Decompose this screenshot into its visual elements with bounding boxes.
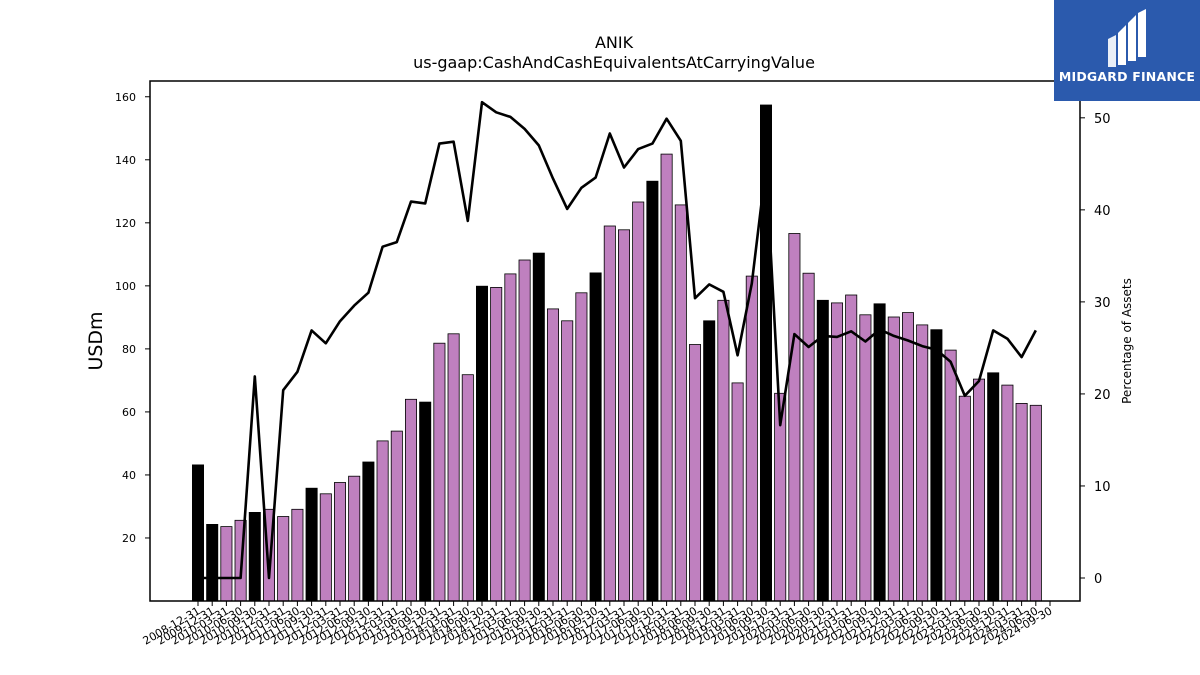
- bar: [362, 461, 375, 602]
- bar: [433, 342, 446, 602]
- y2-tick-label: 30: [1094, 296, 1111, 311]
- bar: [831, 302, 844, 602]
- bar: [902, 312, 915, 602]
- chart-title: ANIK: [595, 33, 634, 52]
- y-tick-label: 160: [115, 91, 136, 104]
- bar: [1015, 402, 1028, 602]
- bar: [703, 320, 716, 602]
- bar: [916, 324, 929, 602]
- brand-mark-icon: [1108, 9, 1146, 67]
- bar: [873, 303, 886, 602]
- bar: [589, 272, 602, 602]
- y2-tick-label: 40: [1094, 204, 1111, 219]
- bar: [390, 430, 403, 602]
- plot-frame: [149, 80, 1081, 602]
- bar: [745, 275, 758, 602]
- bar: [958, 395, 971, 602]
- bar: [646, 180, 659, 602]
- bar: [206, 524, 219, 602]
- bar: [717, 299, 730, 602]
- y2-tick-label: 10: [1094, 480, 1111, 495]
- brand-logo: MIDGARD FINANCE: [1054, 0, 1200, 101]
- bar: [248, 512, 261, 602]
- bar: [277, 516, 290, 602]
- bar: [419, 401, 432, 602]
- bar: [660, 153, 673, 602]
- bar: [987, 372, 1000, 602]
- bar: [305, 487, 318, 602]
- bar: [475, 285, 488, 602]
- bar: [944, 349, 957, 602]
- bar: [1029, 404, 1042, 602]
- y2-tick-label: 20: [1094, 388, 1111, 403]
- bar: [461, 374, 474, 602]
- bar: [575, 292, 588, 602]
- bar: [618, 229, 631, 602]
- y2-axis-label: Percentage of Assets: [1120, 278, 1134, 404]
- bar: [220, 526, 233, 602]
- bar: [504, 273, 517, 602]
- bar: [859, 314, 872, 602]
- bar: [376, 440, 389, 602]
- brand-name: MIDGARD FINANCE: [1058, 69, 1196, 84]
- bar: [930, 329, 943, 602]
- y-axis-label: USDm: [85, 311, 107, 370]
- y2-tick-label: 50: [1094, 112, 1111, 127]
- y-tick-label: 40: [122, 469, 136, 482]
- bar: [191, 464, 204, 602]
- y-tick-label: 80: [122, 343, 136, 356]
- y-tick-label: 60: [122, 406, 136, 419]
- bar: [333, 482, 346, 602]
- bar: [447, 333, 460, 602]
- y-tick-label: 120: [115, 217, 136, 230]
- y-axis-left: 20 40 60 80 100 120 140 160: [115, 91, 150, 545]
- y-tick-label: 100: [115, 280, 136, 293]
- bar: [490, 286, 503, 602]
- bar: [802, 272, 815, 602]
- bars-layer: [191, 104, 1042, 602]
- y2-tick-label: 0: [1094, 572, 1102, 587]
- bar: [674, 204, 687, 602]
- pct-assets-line: [198, 100, 1037, 580]
- bar: [532, 252, 545, 602]
- bar: [603, 225, 616, 602]
- bar: [788, 233, 801, 602]
- bar: [561, 320, 574, 602]
- bar: [887, 316, 900, 602]
- bar: [348, 475, 361, 602]
- bar: [973, 378, 986, 602]
- bar: [547, 308, 560, 602]
- bar: [1001, 384, 1014, 602]
- pct-line-layer: [198, 100, 1037, 580]
- x-axis: 2008-12-312009-12-312010-03-312010-06-30…: [141, 601, 1055, 648]
- bar: [291, 508, 304, 602]
- bar: [319, 493, 332, 602]
- bar: [816, 299, 829, 602]
- bar: [689, 344, 702, 602]
- chart-subtitle: us-gaap:CashAndCashEquivalentsAtCarrying…: [413, 53, 815, 72]
- bar: [632, 201, 645, 602]
- y-tick-label: 20: [122, 532, 136, 545]
- y-axis-right: 0 10 20 30 40 50: [1080, 112, 1111, 587]
- bar: [404, 398, 417, 602]
- bar: [731, 382, 744, 602]
- bar: [518, 259, 531, 602]
- y-tick-label: 140: [115, 154, 136, 167]
- bar: [845, 294, 858, 602]
